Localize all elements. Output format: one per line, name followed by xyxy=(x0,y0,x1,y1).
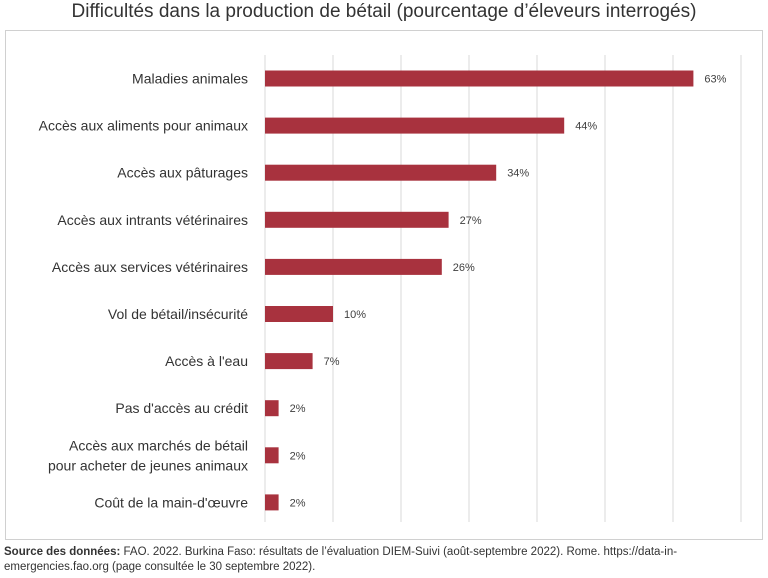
source-note: Source des données: FAO. 2022. Burkina F… xyxy=(4,545,764,575)
bar xyxy=(265,353,313,370)
bar xyxy=(265,117,565,134)
data-label: 34% xyxy=(507,168,529,180)
bar xyxy=(265,494,279,511)
data-label: 2% xyxy=(290,450,306,462)
data-label: 44% xyxy=(575,121,597,133)
chart-frame xyxy=(5,30,763,540)
bar xyxy=(265,400,279,417)
source-text: FAO. 2022. Burkina Faso: résultats de l’… xyxy=(4,546,678,573)
bar xyxy=(265,306,333,322)
bar xyxy=(265,447,279,464)
category-label: Accès aux services vétérinaires xyxy=(52,259,248,275)
data-label: 27% xyxy=(460,215,482,227)
bar xyxy=(265,211,449,228)
chart-title: Difficultés dans la production de bétail… xyxy=(71,1,697,22)
data-label: 26% xyxy=(453,262,475,274)
data-label: 7% xyxy=(324,356,340,368)
category-label: Vol de bétail/insécurité xyxy=(108,306,248,322)
category-label: Coût de la main-d'œuvre xyxy=(94,494,248,510)
bar xyxy=(265,164,497,181)
bar xyxy=(265,70,694,87)
bar xyxy=(265,258,442,275)
data-label: 10% xyxy=(344,309,366,321)
category-label: Accès aux aliments pour animaux xyxy=(39,118,248,134)
category-label: Accès à l'eau xyxy=(165,353,248,369)
data-label: 63% xyxy=(704,74,726,86)
category-label: Maladies animales xyxy=(132,71,248,87)
data-label: 2% xyxy=(290,497,306,509)
category-label: Accès aux pâturages xyxy=(117,165,248,181)
category-label: Accès aux intrants vétérinaires xyxy=(57,212,248,228)
category-label: Pas d'accès au crédit xyxy=(115,400,248,416)
category-label: Accès aux marchés de bétail pour acheter … xyxy=(48,437,248,473)
source-label: Source des données: xyxy=(4,546,121,558)
data-label: 2% xyxy=(290,403,306,415)
